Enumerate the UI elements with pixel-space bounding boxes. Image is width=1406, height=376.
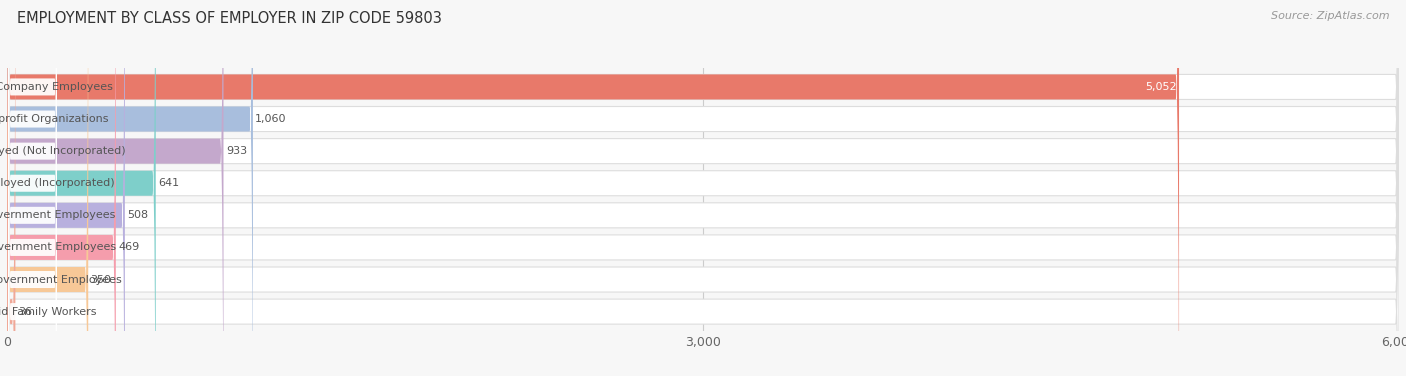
Text: Self-Employed (Not Incorporated): Self-Employed (Not Incorporated) [0,146,127,156]
Text: Self-Employed (Incorporated): Self-Employed (Incorporated) [0,178,114,188]
Text: 508: 508 [127,210,148,220]
FancyBboxPatch shape [7,0,1399,376]
FancyBboxPatch shape [8,0,56,376]
Text: 1,060: 1,060 [256,114,287,124]
Text: 469: 469 [118,243,139,252]
Text: State Government Employees: State Government Employees [0,243,117,252]
Text: 5,052: 5,052 [1146,82,1177,92]
FancyBboxPatch shape [7,0,125,376]
Text: Unpaid Family Workers: Unpaid Family Workers [0,306,96,317]
FancyBboxPatch shape [7,0,253,376]
Text: 350: 350 [90,274,111,285]
FancyBboxPatch shape [7,0,1399,376]
Text: Local Government Employees: Local Government Employees [0,210,115,220]
Text: 36: 36 [18,306,32,317]
FancyBboxPatch shape [7,0,224,376]
FancyBboxPatch shape [7,0,1180,376]
Text: 933: 933 [226,146,247,156]
FancyBboxPatch shape [7,0,115,376]
FancyBboxPatch shape [8,0,56,376]
FancyBboxPatch shape [7,0,1399,376]
FancyBboxPatch shape [8,0,56,376]
FancyBboxPatch shape [8,0,56,376]
FancyBboxPatch shape [7,0,15,376]
FancyBboxPatch shape [7,0,1399,376]
FancyBboxPatch shape [7,0,156,376]
Text: 641: 641 [157,178,179,188]
FancyBboxPatch shape [8,0,56,376]
FancyBboxPatch shape [7,0,1399,376]
FancyBboxPatch shape [8,0,56,376]
Text: EMPLOYMENT BY CLASS OF EMPLOYER IN ZIP CODE 59803: EMPLOYMENT BY CLASS OF EMPLOYER IN ZIP C… [17,11,441,26]
FancyBboxPatch shape [8,0,56,376]
FancyBboxPatch shape [7,0,1399,376]
FancyBboxPatch shape [7,0,1399,376]
FancyBboxPatch shape [7,0,1399,376]
Text: Not-for-profit Organizations: Not-for-profit Organizations [0,114,108,124]
Text: Federal Government Employees: Federal Government Employees [0,274,122,285]
FancyBboxPatch shape [7,0,89,376]
FancyBboxPatch shape [8,0,56,376]
Text: Private Company Employees: Private Company Employees [0,82,112,92]
Text: Source: ZipAtlas.com: Source: ZipAtlas.com [1271,11,1389,21]
